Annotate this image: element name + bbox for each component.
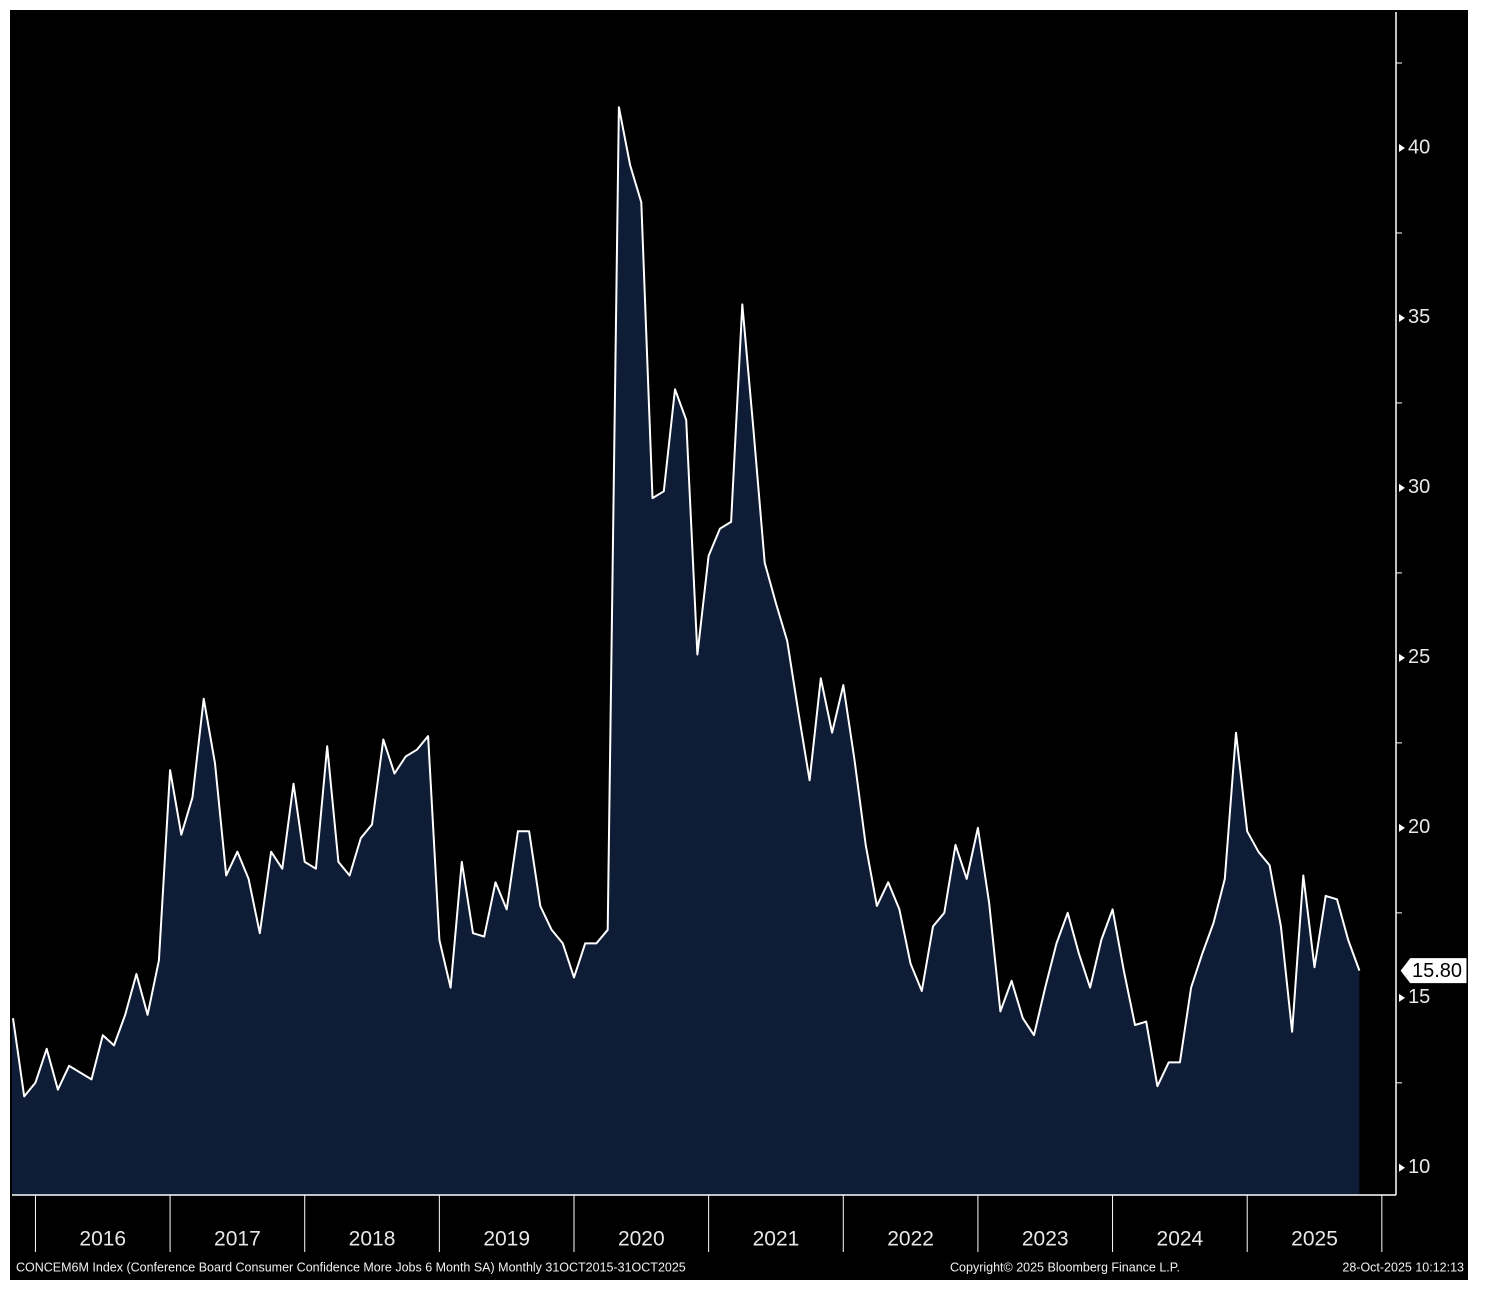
y-tick-label: 30 [1408, 476, 1430, 498]
y-tick-label: 25 [1408, 646, 1430, 668]
y-tick-label: 15 [1408, 986, 1430, 1008]
footer-source: CONCEM6M Index (Conference Board Consume… [16, 1260, 686, 1274]
y-tick [1399, 313, 1405, 322]
x-tick-label: 2018 [349, 1228, 396, 1251]
y-tick-label: 40 [1408, 136, 1430, 158]
y-tick-label: 35 [1408, 306, 1430, 328]
line [12, 106, 1361, 1098]
x-tick-label: 2016 [79, 1228, 126, 1251]
y-tick [1399, 483, 1405, 492]
x-tick-label: 2025 [1291, 1228, 1338, 1251]
x-tick-label: 2017 [214, 1228, 261, 1251]
area [12, 107, 1360, 1196]
y-tick [1399, 143, 1405, 152]
y-tick [1399, 993, 1405, 1002]
y-tick [1399, 1163, 1405, 1172]
y-tick-label: 20 [1408, 816, 1430, 838]
x-tick-label: 2024 [1157, 1228, 1204, 1251]
y-tick-label: 10 [1408, 1156, 1430, 1178]
x-tick-label: 2021 [753, 1228, 800, 1251]
footer-timestamp: 28-Oct-2025 10:12:13 [1342, 1260, 1464, 1274]
x-tick-label: 2023 [1022, 1228, 1069, 1251]
footer-copyright: Copyright© 2025 Bloomberg Finance L.P. [950, 1260, 1180, 1274]
last-value-label: 15.80 [1412, 960, 1462, 982]
x-tick-label: 2019 [483, 1228, 530, 1251]
y-tick [1399, 653, 1405, 662]
x-tick-label: 2022 [887, 1228, 934, 1251]
last-value-tag [1399, 957, 1468, 985]
y-tick [1399, 823, 1405, 832]
x-tick-label: 2020 [618, 1228, 665, 1251]
